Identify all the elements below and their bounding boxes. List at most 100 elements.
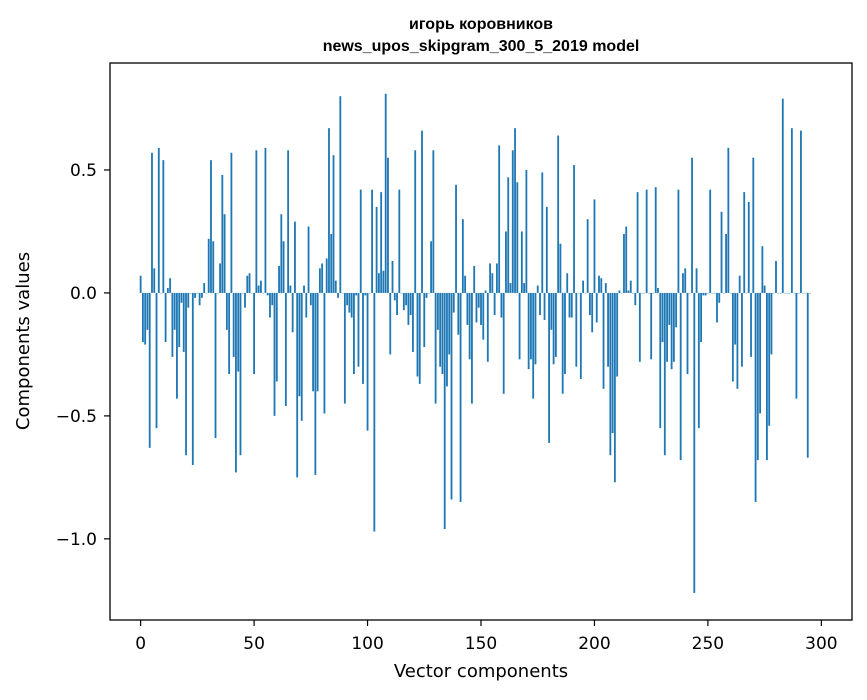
- bar-component-16: [176, 293, 178, 399]
- bar-component-66: [289, 286, 291, 293]
- bar-component-109: [387, 158, 389, 293]
- bar-component-157: [496, 263, 498, 293]
- bar-component-135: [446, 293, 448, 386]
- bar-component-294: [807, 293, 809, 458]
- bar-component-40: [230, 153, 232, 293]
- bar-component-126: [426, 293, 428, 298]
- bar-component-240: [684, 268, 686, 293]
- x-tick-label: 150: [465, 634, 497, 654]
- bar-component-144: [466, 293, 468, 325]
- bar-component-185: [560, 244, 562, 293]
- bar-component-130: [435, 293, 437, 404]
- bar-component-201: [596, 293, 598, 323]
- bar-component-150: [480, 293, 482, 325]
- bar-component-214: [625, 227, 627, 293]
- bar-component-213: [623, 234, 625, 293]
- bar-component-174: [535, 293, 537, 364]
- chart-subtitle: news_upos_skipgram_300_5_2019 model: [323, 38, 640, 55]
- bar-component-189: [569, 293, 571, 318]
- bar-component-52: [258, 286, 260, 293]
- bar-component-1: [142, 293, 144, 342]
- bar-component-155: [491, 273, 493, 293]
- bar-component-239: [682, 273, 684, 293]
- bar-component-145: [469, 293, 471, 359]
- bar-component-277: [768, 293, 770, 426]
- bar-component-289: [796, 293, 798, 399]
- bar-component-258: [725, 234, 727, 293]
- bar-component-88: [339, 96, 341, 293]
- bar-component-170: [525, 170, 527, 293]
- bar-component-106: [380, 192, 382, 293]
- bar-component-207: [609, 293, 611, 455]
- bar-component-264: [739, 276, 741, 293]
- bar-component-262: [734, 293, 736, 345]
- bar-component-227: [655, 187, 657, 293]
- bar-component-107: [383, 271, 385, 293]
- bar-component-163: [510, 283, 512, 293]
- bar-component-55: [265, 148, 267, 293]
- bar-component-37: [224, 214, 226, 293]
- bar-component-117: [405, 293, 407, 305]
- bar-component-233: [668, 293, 670, 325]
- bar-component-270: [752, 158, 754, 293]
- bar-component-57: [269, 293, 271, 318]
- bar-component-97: [360, 190, 362, 293]
- bar-component-190: [571, 293, 573, 318]
- bar-component-114: [398, 190, 400, 293]
- bar-component-128: [430, 241, 432, 293]
- bar-component-84: [330, 234, 332, 293]
- x-axis-label: Vector components: [394, 661, 568, 682]
- bar-component-95: [355, 293, 357, 295]
- bar-component-10: [162, 160, 164, 293]
- bar-component-248: [702, 293, 704, 295]
- bar-component-138: [453, 293, 455, 313]
- bar-component-125: [423, 293, 425, 347]
- bar-component-158: [498, 145, 500, 293]
- bar-component-146: [471, 293, 473, 404]
- bar-component-96: [358, 293, 360, 367]
- bar-component-246: [698, 293, 700, 428]
- bar-component-18: [181, 293, 183, 303]
- bar-component-61: [278, 266, 280, 293]
- bar-component-131: [437, 293, 439, 330]
- bar-component-105: [378, 273, 380, 293]
- x-tick-label: 100: [351, 634, 383, 654]
- bar-component-269: [750, 293, 752, 357]
- bar-component-195: [582, 281, 584, 293]
- bar-component-20: [185, 293, 187, 455]
- bar-component-100: [367, 293, 369, 431]
- bar-component-137: [451, 293, 453, 500]
- bar-component-118: [407, 293, 409, 325]
- bar-component-179: [546, 207, 548, 293]
- bar-component-46: [244, 293, 246, 308]
- bar-component-133: [442, 293, 444, 374]
- bar-component-132: [439, 293, 441, 367]
- bar-component-211: [619, 290, 621, 292]
- bar-component-183: [555, 293, 557, 357]
- bar-component-65: [287, 150, 289, 293]
- y-axis-label: Components values: [13, 252, 34, 430]
- bar-component-172: [530, 293, 532, 359]
- bar-component-17: [178, 293, 180, 347]
- bar-component-165: [514, 128, 516, 293]
- bar-component-67: [292, 293, 294, 332]
- bar-component-229: [659, 293, 661, 428]
- bar-component-60: [276, 293, 278, 382]
- bar-component-154: [489, 263, 491, 293]
- bar-component-51: [255, 150, 257, 293]
- bar-component-91: [346, 293, 348, 305]
- bar-component-271: [755, 293, 757, 502]
- bar-component-151: [482, 293, 484, 340]
- bar-component-180: [548, 293, 550, 443]
- bar-component-23: [192, 293, 194, 465]
- bar-component-56: [267, 293, 269, 295]
- bar-component-141: [460, 293, 462, 502]
- bar-component-98: [362, 293, 364, 384]
- bar-component-24: [194, 293, 196, 298]
- bar-component-58: [271, 293, 273, 305]
- bar-component-191: [573, 165, 575, 293]
- bar-component-198: [589, 293, 591, 315]
- bar-component-47: [246, 276, 248, 293]
- bar-component-19: [183, 293, 185, 352]
